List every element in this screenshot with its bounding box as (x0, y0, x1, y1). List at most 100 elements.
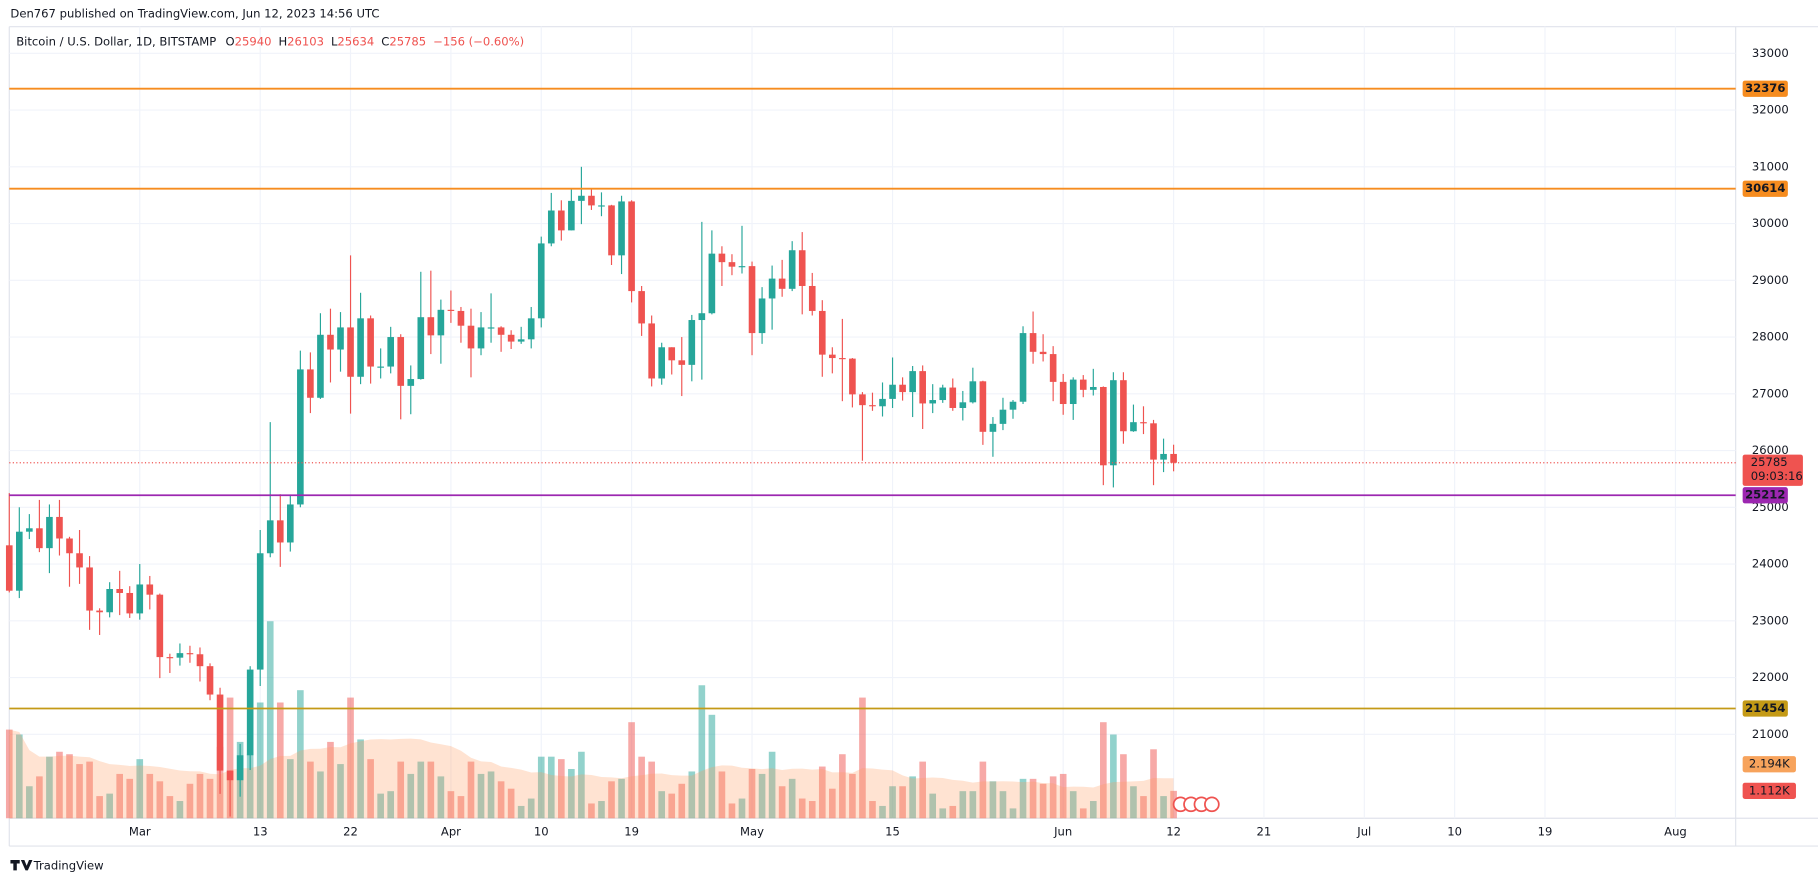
volume-bar (849, 773, 856, 819)
volume-bar (588, 803, 595, 819)
candle-body (909, 371, 916, 393)
candle-body (327, 334, 334, 350)
candle-body (106, 589, 113, 613)
candle-body (5, 545, 13, 591)
candle-body (527, 318, 535, 340)
candle-body (929, 400, 937, 404)
candle-body (889, 384, 896, 399)
candle-body (457, 310, 465, 326)
candle-body (859, 394, 866, 406)
candle-body (437, 309, 445, 336)
volume-bar (598, 801, 605, 819)
candle-body (1059, 381, 1067, 405)
candle-body (1049, 354, 1057, 382)
candle-body (829, 354, 836, 359)
brand-logo (10, 859, 33, 871)
volume-bar (407, 773, 415, 819)
candles (5, 166, 1177, 817)
symbol: Bitcoin / U.S. Dollar, 1D, BITSTAMP (16, 34, 216, 48)
volume-bar (46, 756, 53, 819)
candle-body (788, 250, 796, 289)
volume-bar (5, 729, 13, 819)
volume-bar (537, 756, 545, 819)
volume-bar (56, 751, 63, 819)
last-price-label: 25785 (1751, 455, 1788, 469)
level-label: 25212 (1745, 488, 1785, 502)
candle-body (56, 516, 63, 539)
volume-bar (76, 764, 83, 819)
volume-bar (196, 773, 204, 819)
y-tick-label: 30000 (1752, 216, 1789, 230)
volume-bar (718, 771, 726, 819)
ohlc-value: 26103 (287, 34, 324, 48)
candle-body (186, 653, 194, 655)
event-icon (1204, 796, 1220, 813)
volume-bar (26, 786, 33, 819)
x-tick-label: 22 (343, 825, 358, 839)
volume-bar (307, 761, 314, 819)
volume-bar (829, 788, 836, 819)
volume-pane (5, 621, 1177, 819)
candle-body (869, 405, 876, 407)
volume-bar (387, 791, 395, 819)
candle-body (638, 291, 645, 324)
y-tick-label: 22000 (1752, 670, 1789, 684)
candle-body (628, 201, 635, 292)
level-label-bg (1742, 700, 1788, 717)
volume-bar (507, 788, 515, 819)
candle-body (1039, 351, 1047, 355)
volume-bar (136, 759, 144, 819)
candle-body (156, 594, 164, 658)
volume-bar (1110, 734, 1117, 819)
last-price-bg (1742, 454, 1803, 486)
candle-body (1150, 423, 1157, 460)
level-label-bg (1742, 180, 1788, 197)
volume-bar (337, 764, 344, 819)
volume-bar (1140, 796, 1147, 819)
candle-body (487, 327, 495, 329)
candle-body (648, 323, 655, 379)
candle-body (618, 201, 625, 256)
volume-bar (678, 783, 686, 819)
volume-bar (226, 697, 234, 819)
ohlc-value: 25940 (235, 34, 272, 48)
volume-bar (126, 778, 134, 819)
candle-body (507, 334, 515, 342)
candle-body (879, 398, 886, 407)
x-tick-label: 10 (1447, 825, 1462, 839)
candle-body (598, 205, 605, 207)
x-tick-label: Aug (1664, 825, 1687, 839)
volume-bar (728, 803, 736, 819)
volume-bar (327, 741, 334, 819)
volume-bar (899, 786, 906, 819)
level-label-bg (1742, 80, 1788, 97)
volume-bar (1079, 808, 1087, 819)
candle-body (337, 327, 344, 350)
candle-body (297, 369, 304, 505)
candle-body (608, 205, 615, 256)
candle-body (397, 337, 405, 386)
y-tick-label: 23000 (1752, 613, 1789, 627)
volume-bar (1019, 778, 1027, 819)
volume-bar (437, 776, 445, 819)
candle-body (477, 327, 485, 349)
brand: TradingView (33, 858, 104, 872)
candle-body (357, 318, 364, 377)
volume-bar (96, 796, 103, 819)
volume-ma-label: 2.194K (1749, 757, 1790, 771)
y-tick-label: 33000 (1752, 46, 1789, 60)
volume-bar (397, 761, 405, 819)
candle-body (678, 360, 686, 365)
candle-body (266, 520, 274, 554)
candle-body (588, 195, 595, 206)
volume-bar (768, 751, 776, 819)
volume-bar (758, 773, 766, 819)
x-tick-label: 12 (1166, 825, 1181, 839)
volume-bar (658, 791, 666, 819)
volume-bar (176, 801, 184, 819)
countdown: 09:03:16 (1751, 469, 1803, 483)
volume-bar (818, 766, 826, 819)
volume-bar (1039, 783, 1047, 819)
volume-bar (859, 697, 866, 819)
